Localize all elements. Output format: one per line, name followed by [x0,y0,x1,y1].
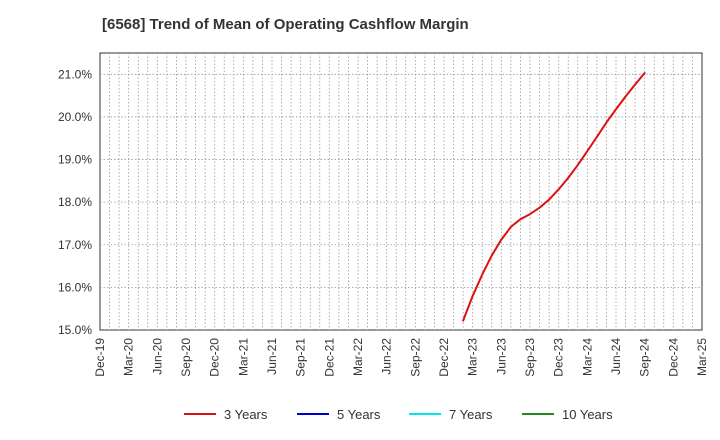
x-tick-label: Dec-22 [437,338,451,377]
y-tick-label: 20.0% [58,110,92,124]
x-tick-label: Sep-20 [179,338,193,377]
x-axis-tick-labels: Dec-19 Mar-20 Jun-20 Sep-20 Dec-20 Mar-21 Jun-… [93,338,709,377]
x-tick-label: Dec-19 [93,338,107,377]
x-tick-label: Jun-24 [609,338,623,375]
plot-area [99,52,703,331]
x-tick-label: Sep-24 [638,338,652,377]
y-axis-tick-labels: 15.0% 16.0% 17.0% 18.0% 19.0% 20.0% 21.0% [58,67,92,337]
y-tick-label: 16.0% [58,280,92,294]
series-lines [462,72,646,322]
y-tick-label: 15.0% [58,323,92,337]
legend-label-10-years: 10 Years [562,407,613,422]
x-tick-label: Dec-20 [208,338,222,377]
x-tick-label: Mar-24 [580,338,594,376]
y-tick-label: 19.0% [58,153,92,167]
x-tick-label: Jun-22 [380,338,394,375]
x-tick-label: Jun-20 [150,338,164,375]
y-tick-label: 21.0% [58,67,92,81]
x-tick-label: Jun-21 [265,338,279,375]
legend: 3 Years 5 Years 7 Years 10 Years [184,407,613,422]
x-tick-label: Sep-22 [408,338,422,377]
chart-title: [6568] Trend of Mean of Operating Cashfl… [102,16,469,33]
x-tick-label: Jun-23 [494,338,508,375]
x-tick-label: Dec-23 [552,338,566,377]
series-line-3-years [462,72,646,322]
grid [100,53,702,330]
x-tick-label: Dec-21 [322,338,336,377]
x-tick-label: Mar-25 [695,338,709,376]
y-tick-label: 17.0% [58,238,92,252]
legend-label-5-years: 5 Years [337,407,381,422]
legend-label-7-years: 7 Years [449,407,493,422]
x-tick-label: Sep-23 [523,338,537,377]
x-tick-label: Mar-23 [466,338,480,376]
x-tick-label: Mar-22 [351,338,365,376]
x-tick-label: Dec-24 [666,338,680,377]
legend-label-3-years: 3 Years [224,407,268,422]
y-tick-label: 18.0% [58,195,92,209]
x-tick-label: Sep-21 [294,338,308,377]
x-tick-label: Mar-21 [236,338,250,376]
x-tick-label: Mar-20 [122,338,136,376]
